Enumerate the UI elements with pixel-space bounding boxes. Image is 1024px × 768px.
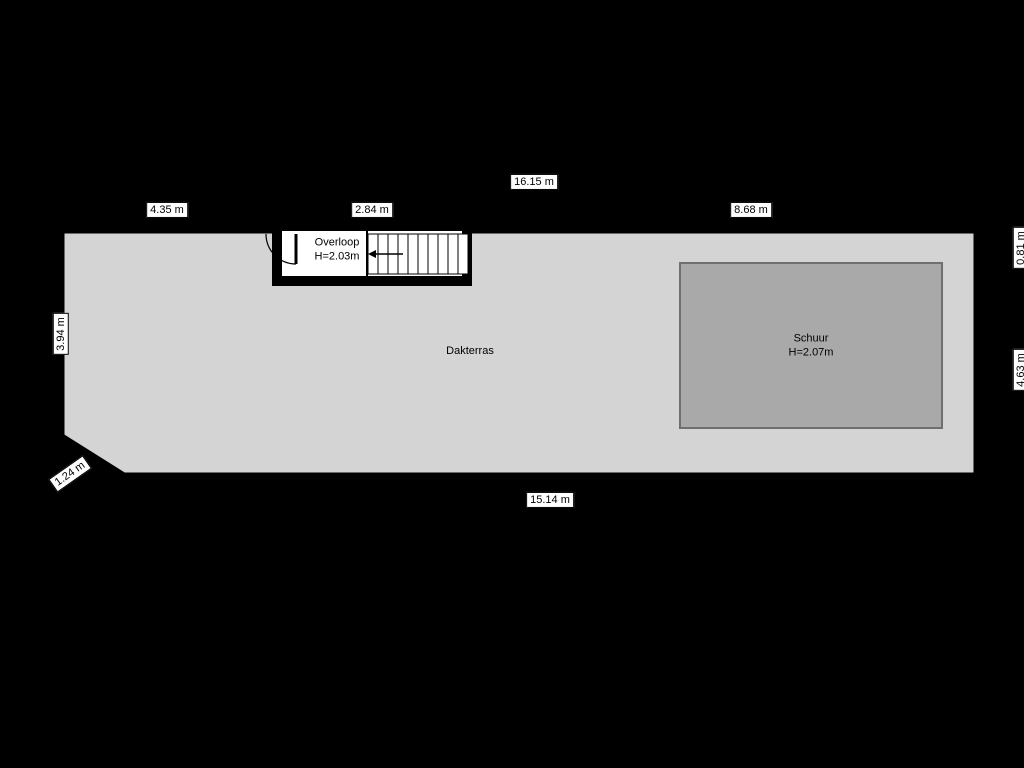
overloop-name: Overloop (315, 236, 360, 248)
schuur-height: H=2.07m (789, 346, 834, 358)
dimension-label: 16.15 m (510, 174, 558, 190)
dakterras-label: Dakterras (446, 345, 494, 359)
dimension-label: 0.81 m (1013, 227, 1024, 269)
floorplan-canvas: Dakterras Overloop H=2.03m Schuur H=2.07… (0, 0, 1024, 768)
schuur-label: Schuur H=2.07m (789, 332, 834, 360)
dimension-label: 3.94 m (53, 313, 69, 355)
dakterras-name: Dakterras (446, 345, 494, 357)
dimension-label: 4.35 m (146, 202, 188, 218)
overloop-label: Overloop H=2.03m (315, 236, 360, 264)
dimension-label: 15.14 m (526, 492, 574, 508)
overloop-height: H=2.03m (315, 250, 360, 262)
plan-svg (0, 0, 1024, 768)
dimension-label: 4.63 m (1013, 349, 1024, 391)
dimension-label: 2.84 m (351, 202, 393, 218)
schuur-name: Schuur (794, 332, 829, 344)
dimension-label: 8.68 m (730, 202, 772, 218)
